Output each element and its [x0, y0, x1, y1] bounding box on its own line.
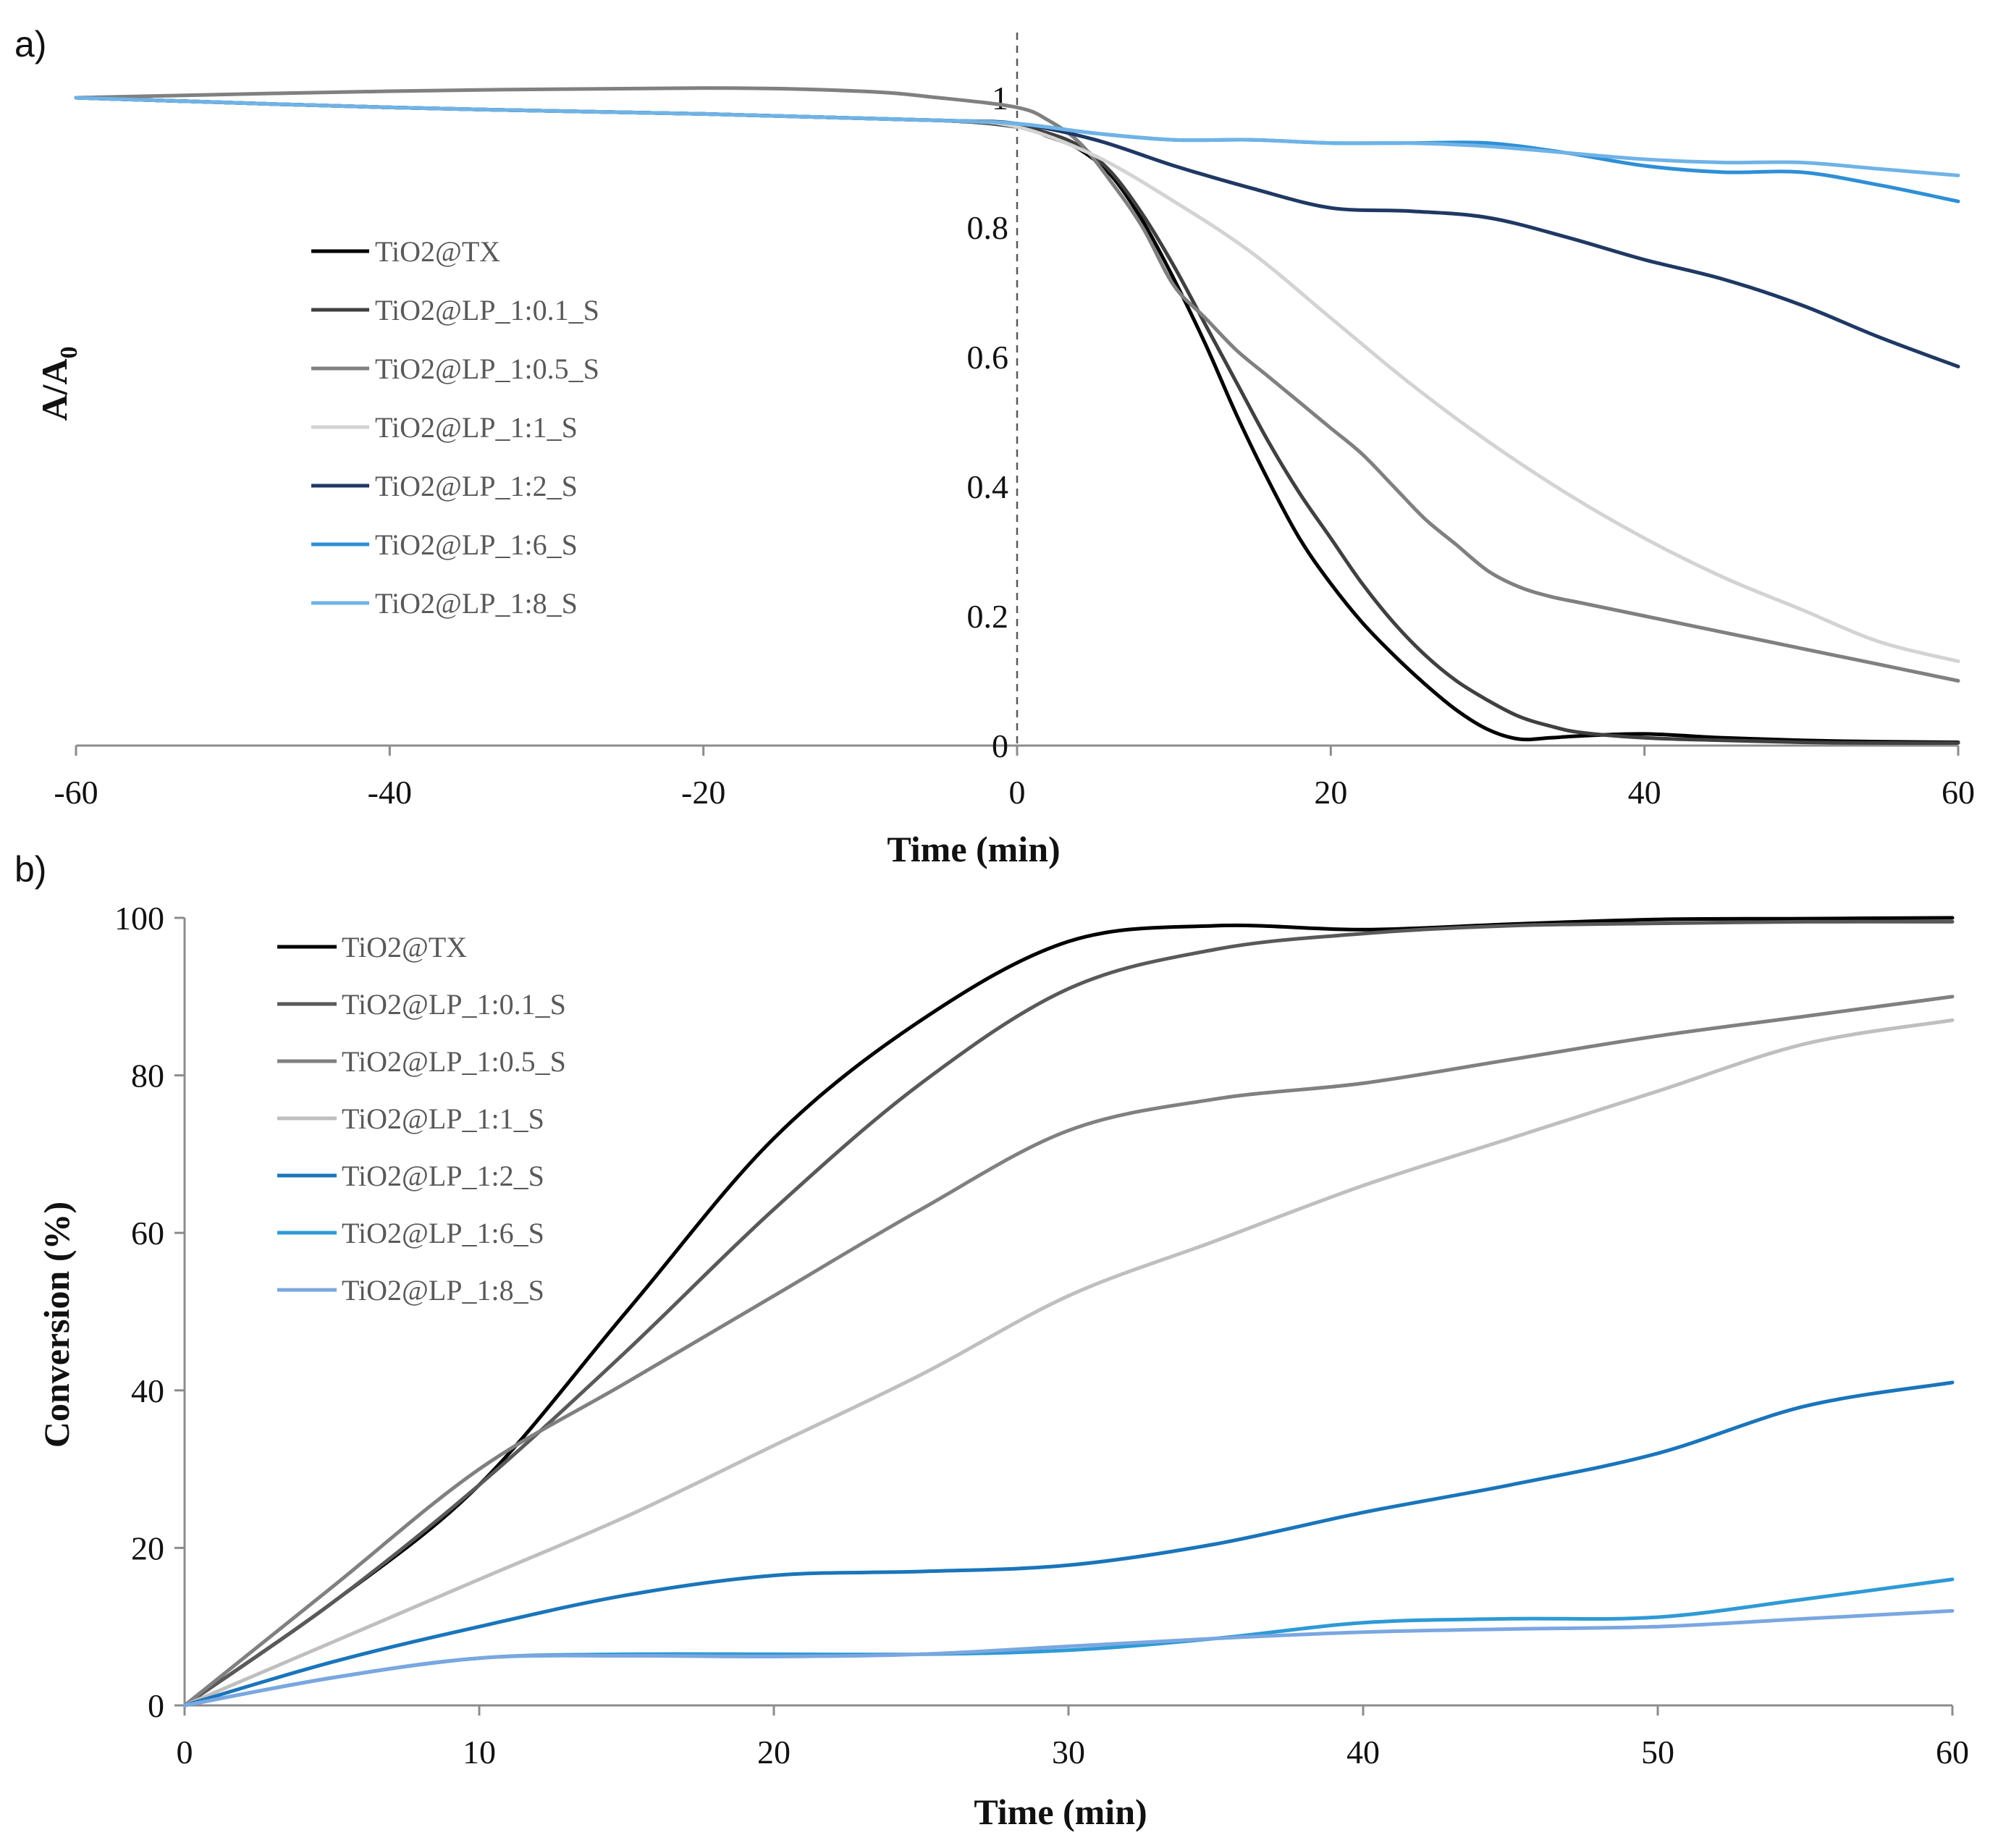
panel-a-y-axis-title: A/A0: [34, 346, 83, 421]
panel-b-legend-label: TiO2@LP_1:1_S: [342, 1102, 544, 1135]
panel-a-axes: -60 -40 -20 0 20 40 60 0 0.2 0.4 0.6 0.8 1: [54, 33, 1975, 811]
panel-a-legend-label: TiO2@LP_1:0.5_S: [375, 353, 599, 385]
panel-b-y-axis-title: Conversion (%): [36, 1202, 77, 1448]
panel-b-y-tick-label: 60: [131, 1215, 164, 1252]
panel-a-y-tick-label: 1: [992, 80, 1008, 117]
panel-a-y-tick-label: 0.4: [967, 468, 1009, 505]
panel-b-x-tick-label: 0: [177, 1734, 193, 1771]
panel-a-legend: TiO2@TX TiO2@LP_1:0.1_S TiO2@LP_1:0.5_S TiO…: [311, 235, 599, 620]
panel-b-label: b): [14, 849, 46, 890]
panel-a-legend-label: TiO2@LP_1:0.1_S: [375, 294, 599, 326]
panel-b-legend-label: TiO2@LP_1:6_S: [342, 1217, 544, 1249]
panel-b-y-tick-label: 40: [131, 1372, 164, 1409]
panel-b-y-tick-label: 100: [114, 900, 164, 937]
panel-b-x-tick-label: 60: [1936, 1734, 1969, 1771]
panel-b-x-tick-label: 50: [1641, 1734, 1674, 1771]
panel-b-series-line: [182, 919, 1955, 1708]
panel-b-legend-label: TiO2@LP_1:2_S: [342, 1160, 544, 1192]
panel-a-legend-label: TiO2@TX: [375, 235, 500, 268]
panel-a-x-axis-title: Time (min): [887, 829, 1060, 869]
panel-a-label: a): [14, 24, 46, 64]
panel-b-x-axis-title: Time (min): [974, 1792, 1147, 1832]
panel-a-x-tick-label: -40: [368, 774, 412, 811]
panel-a-series-line: [74, 86, 1960, 683]
panel-b-legend-label: TiO2@LP_1:8_S: [342, 1274, 544, 1307]
panel-a-legend-label: TiO2@LP_1:2_S: [375, 470, 578, 502]
panel-b-series-line: [182, 1018, 1955, 1708]
panel-a-x-tick-label: 0: [1009, 774, 1026, 811]
panel-a-legend-label: TiO2@LP_1:1_S: [375, 411, 578, 444]
panel-a-x-tick-label: 40: [1628, 774, 1661, 811]
panel-b-x-tick-label: 10: [463, 1734, 496, 1771]
panel-b-legend-label: TiO2@LP_1:0.5_S: [342, 1045, 566, 1078]
panel-a-x-tick-label: 20: [1314, 774, 1347, 811]
panel-a-series: [74, 86, 1960, 745]
panel-b-y-tick-label: 20: [131, 1530, 164, 1566]
panel-a-y-axis-title-main: A/A: [34, 358, 75, 421]
panel-a-y-axis-title-sub: 0: [56, 346, 83, 358]
panel-a-y-tick-label: 0.2: [967, 598, 1009, 635]
panel-b-axes: 0 10 20 30 40 50 60 0 20 40 60 80 100: [114, 900, 1969, 1771]
panel-a-x-tick-label: -60: [54, 774, 98, 811]
panel-b-x-tick-label: 40: [1346, 1734, 1380, 1771]
panel-a-legend-label: TiO2@LP_1:8_S: [375, 587, 578, 620]
panel-b-legend-label: TiO2@TX: [342, 931, 467, 963]
panel-b-legend: TiO2@TX TiO2@LP_1:0.1_S TiO2@LP_1:0.5_S TiO…: [277, 931, 566, 1307]
panel-b-x-tick-label: 20: [757, 1734, 791, 1771]
panel-b-series: [182, 916, 1955, 1708]
panel-b-x-tick-label: 30: [1052, 1734, 1085, 1771]
panel-a-chart: a) -60 -40 -20 0 20 40 60 0 0.2 0.4 0.6 0.8 1 Time (…: [14, 24, 1975, 869]
panel-b-legend-label: TiO2@LP_1:0.1_S: [342, 988, 566, 1021]
panel-a-legend-label: TiO2@LP_1:6_S: [375, 528, 578, 561]
panel-a-y-tick-label: 0: [992, 727, 1008, 764]
panel-a-series-line: [74, 96, 1960, 177]
panel-a-y-tick-label: 0.6: [967, 339, 1009, 376]
panel-b-y-tick-label: 0: [148, 1687, 164, 1724]
panel-a-x-tick-label: 60: [1942, 774, 1975, 811]
panel-b-series-line: [182, 1380, 1955, 1708]
panel-b-y-tick-label: 80: [131, 1058, 164, 1094]
panel-a-y-tick-label: 0.8: [967, 209, 1009, 246]
panel-b-series-line: [182, 995, 1955, 1708]
panel-b-series-line: [182, 1608, 1955, 1708]
panel-a-x-tick-label: -20: [681, 774, 725, 811]
